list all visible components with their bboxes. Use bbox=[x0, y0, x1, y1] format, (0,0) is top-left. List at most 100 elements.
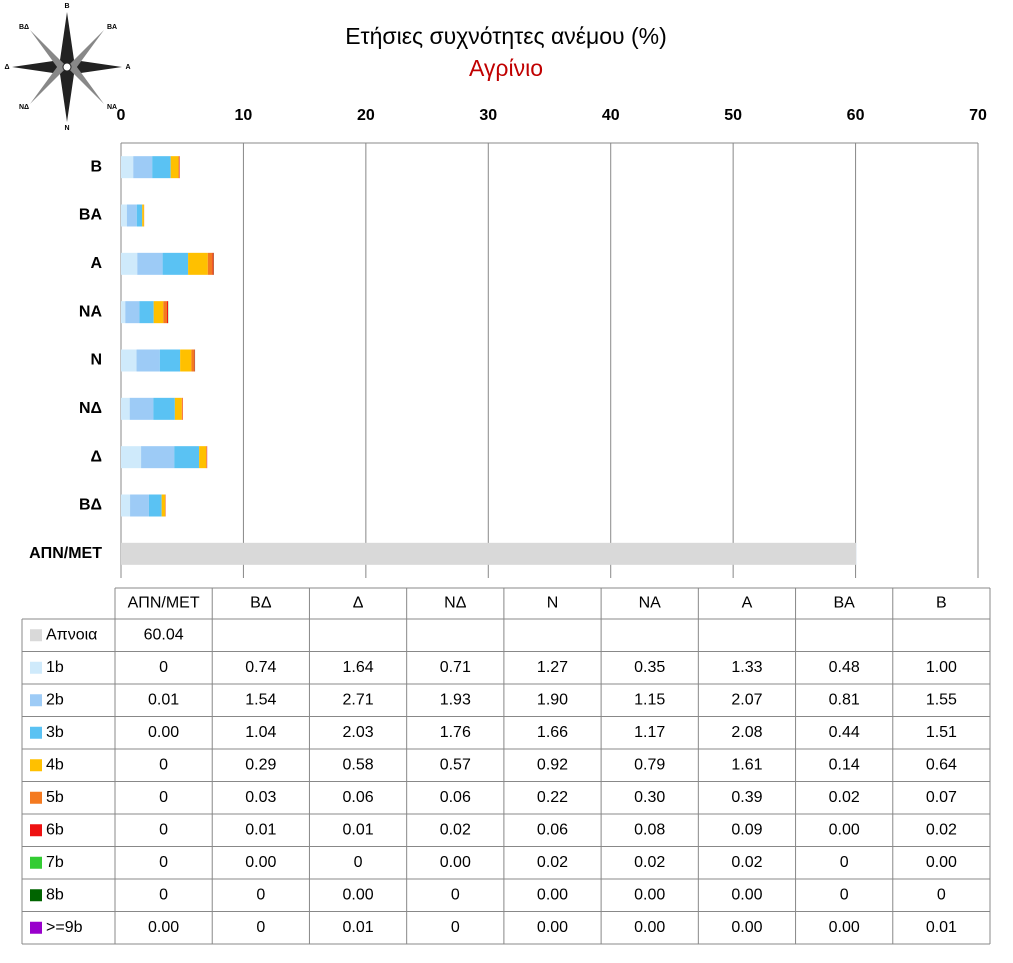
bar-segment bbox=[126, 204, 137, 227]
table-cell: 0.22 bbox=[537, 789, 568, 806]
table-cell: 0.00 bbox=[245, 854, 276, 871]
bar-segment bbox=[142, 204, 144, 227]
bar-segment bbox=[159, 349, 181, 372]
bar-segment bbox=[180, 349, 192, 372]
bar-segment bbox=[163, 301, 168, 324]
bar-segment bbox=[170, 156, 179, 179]
table-cell: 1.00 bbox=[926, 659, 957, 676]
table-cell: 1.90 bbox=[537, 691, 568, 708]
x-tick-label: 10 bbox=[235, 107, 253, 124]
bar-segment bbox=[174, 446, 200, 469]
table-cell: 1.64 bbox=[342, 659, 373, 676]
bar-segment bbox=[137, 252, 163, 275]
table-cell: 0.00 bbox=[537, 886, 568, 903]
table-header: ΑΠΝ/ΜΕΤ bbox=[128, 595, 200, 612]
table-cell: 0.09 bbox=[731, 821, 762, 838]
legend-label: >=9b bbox=[46, 919, 83, 936]
table-cell: 0.01 bbox=[926, 919, 957, 936]
table-cell: 0 bbox=[159, 886, 168, 903]
bar-segment bbox=[199, 446, 207, 469]
table-cell: 0 bbox=[937, 886, 946, 903]
table-cell: 0.48 bbox=[829, 659, 860, 676]
bar-segment bbox=[148, 494, 162, 517]
table-cell: 0.01 bbox=[148, 691, 179, 708]
table-cell: 0.14 bbox=[829, 756, 860, 773]
y-tick-label: ΝΔ bbox=[79, 400, 102, 417]
table-cell: 1.33 bbox=[731, 659, 762, 676]
chart-title: Ετήσιες συχνότητες ανέμου (%) bbox=[345, 23, 667, 49]
bar-segment bbox=[139, 301, 154, 324]
table-cell: 0.64 bbox=[926, 756, 957, 773]
table-cell: 0 bbox=[159, 821, 168, 838]
table-cell: 0.02 bbox=[926, 821, 957, 838]
table-cell: 0.06 bbox=[440, 789, 471, 806]
bar-segment bbox=[191, 349, 195, 372]
table-cell: 0.02 bbox=[731, 854, 762, 871]
table-cell: 1.61 bbox=[731, 756, 762, 773]
compass-label: Ν bbox=[64, 125, 69, 132]
x-tick-label: 60 bbox=[847, 107, 865, 124]
table-cell: 1.51 bbox=[926, 724, 957, 741]
bar-segment bbox=[207, 252, 213, 275]
table-cell: 2.71 bbox=[342, 691, 373, 708]
legend-swatch bbox=[30, 726, 42, 739]
table-cell: 2.03 bbox=[342, 724, 373, 741]
bar-segment bbox=[167, 301, 169, 324]
y-tick-label: ΑΠΝ/ΜΕΤ bbox=[29, 545, 102, 562]
table-cell: 0.00 bbox=[148, 724, 179, 741]
table-cell: 0.00 bbox=[731, 919, 762, 936]
bar-segment bbox=[136, 349, 160, 372]
legend-swatch bbox=[30, 824, 42, 837]
compass-label: ΝΔ bbox=[19, 104, 29, 111]
legend-label: 7b bbox=[46, 854, 64, 871]
table-cell: 0.00 bbox=[342, 886, 373, 903]
table-cell: 0.00 bbox=[148, 919, 179, 936]
table-cell: 0.35 bbox=[634, 659, 665, 676]
table-cell: 0.07 bbox=[926, 789, 957, 806]
x-tick-label: 30 bbox=[479, 107, 497, 124]
table-cell: 0.00 bbox=[537, 919, 568, 936]
bar-segment bbox=[188, 252, 208, 275]
table-header: ΝΑ bbox=[639, 595, 662, 612]
table-cell: 0.92 bbox=[537, 756, 568, 773]
bar-segment bbox=[162, 252, 189, 275]
bar-segment bbox=[152, 156, 171, 179]
table-cell: 1.76 bbox=[440, 724, 471, 741]
bar-segment bbox=[174, 397, 182, 420]
bar-segment bbox=[121, 349, 137, 372]
bar-segment bbox=[194, 349, 195, 372]
compass-label: Δ bbox=[4, 64, 9, 71]
bar-segment bbox=[121, 252, 138, 275]
legend-label: 6b bbox=[46, 821, 64, 838]
legend-swatch bbox=[30, 661, 42, 674]
table-cell: 2.07 bbox=[731, 691, 762, 708]
table-header: Β bbox=[936, 595, 947, 612]
bar-segment bbox=[121, 397, 130, 420]
table-cell: 0.00 bbox=[829, 919, 860, 936]
table-header: Α bbox=[742, 595, 753, 612]
bar-segment bbox=[121, 494, 131, 517]
x-tick-label: 50 bbox=[724, 107, 742, 124]
x-tick-label: 20 bbox=[357, 107, 375, 124]
table-cell: 0 bbox=[840, 886, 849, 903]
bar-segment bbox=[125, 301, 140, 324]
legend-label: Απνοια bbox=[46, 626, 97, 643]
table-cell: 0.30 bbox=[634, 789, 665, 806]
legend-swatch bbox=[30, 629, 42, 642]
table-cell: 0.79 bbox=[634, 756, 665, 773]
table-cell: 1.55 bbox=[926, 691, 957, 708]
table-cell: 0 bbox=[451, 886, 460, 903]
compass-label: ΒΑ bbox=[107, 24, 117, 31]
bar-segment bbox=[129, 397, 154, 420]
y-tick-label: Α bbox=[90, 255, 102, 272]
table-cell: 0.39 bbox=[731, 789, 762, 806]
y-tick-label: ΒΑ bbox=[79, 207, 103, 224]
table-cell: 0.29 bbox=[245, 756, 276, 773]
table-cell: 0.02 bbox=[537, 854, 568, 871]
table-cell: 0 bbox=[159, 854, 168, 871]
table-cell: 1.17 bbox=[634, 724, 665, 741]
y-tick-label: Ν bbox=[90, 352, 102, 369]
table-cell: 0 bbox=[354, 854, 363, 871]
table-header: ΒΑ bbox=[833, 595, 855, 612]
bar-segment bbox=[121, 156, 134, 179]
